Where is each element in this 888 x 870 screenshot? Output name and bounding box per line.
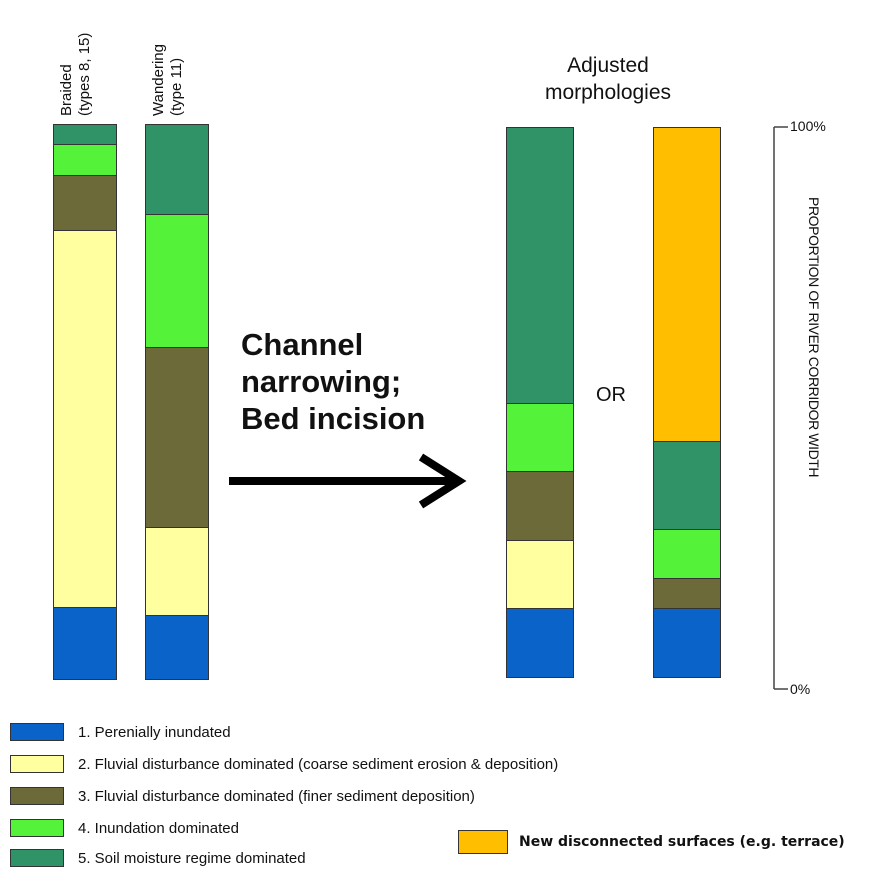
transition-line2: narrowing;	[241, 364, 402, 399]
legend-label: 5. Soil moisture regime dominated	[78, 850, 306, 867]
bar-segment-class-2	[507, 539, 573, 609]
braided-column-label: Braided (types 8, 15)	[58, 33, 94, 116]
new-surfaces-swatch	[458, 830, 508, 854]
legend-label: 1. Perenially inundated	[78, 724, 231, 741]
bar-segment-class-3	[654, 578, 720, 609]
adjusted-morphologies-title: Adjusted morphologies	[528, 52, 688, 106]
bar-segment-class-5	[654, 440, 720, 529]
axis-bottom-label: 0%	[790, 681, 811, 697]
bar-adjusted-b	[653, 127, 721, 678]
axis-title: PROPORTION OF RIVER CORRIDOR WIDTH	[806, 197, 822, 478]
bar-braided	[53, 124, 117, 680]
transition-line3: Bed incision	[241, 401, 426, 436]
bar-segment-class-2	[146, 526, 208, 616]
legend-label: 3. Fluvial disturbance dominated (finer …	[78, 788, 475, 805]
bar-segment-class-5	[146, 125, 208, 214]
right-arrow-icon	[229, 453, 467, 509]
bar-segment-class-2	[54, 230, 116, 607]
bar-segment-class-4	[54, 144, 116, 175]
axis-top-label: 100%	[790, 118, 826, 134]
legend-swatch	[10, 723, 64, 741]
bar-segment-class-1	[654, 608, 720, 677]
bar-segment-class-4	[507, 402, 573, 472]
legend-swatch	[10, 755, 64, 773]
legend-swatch	[10, 787, 64, 805]
braided-label-line1: Braided	[58, 64, 75, 116]
bar-segment-class-5	[507, 128, 573, 403]
bar-segment-class-1	[507, 608, 573, 677]
bar-segment-class-1	[146, 615, 208, 679]
transition-text: Channel narrowing; Bed incision	[241, 326, 425, 437]
bar-segment-class-4	[146, 213, 208, 347]
bar-wandering	[145, 124, 209, 680]
adjusted-title-line2: morphologies	[544, 81, 672, 104]
bar-segment-class-3	[54, 174, 116, 231]
bar-segment-class-new	[654, 128, 720, 441]
legend-label: 2. Fluvial disturbance dominated (coarse…	[78, 756, 559, 773]
or-label: OR	[596, 384, 626, 406]
new-surfaces-label: New disconnected surfaces (e.g. terrace)	[519, 834, 845, 850]
wandering-label-line1: Wandering	[150, 44, 167, 116]
bar-segment-class-4	[654, 528, 720, 579]
legend-swatch	[10, 849, 64, 867]
wandering-label-line2: (type 11)	[168, 57, 185, 116]
bar-segment-class-1	[54, 606, 116, 679]
wandering-column-label: Wandering (type 11)	[150, 44, 186, 116]
proportion-axis	[773, 126, 788, 690]
braided-label-line2: (types 8, 15)	[76, 32, 93, 116]
bar-adjusted-a	[506, 127, 574, 678]
bar-segment-class-5	[54, 125, 116, 145]
legend-label: 4. Inundation dominated	[78, 820, 239, 837]
transition-line1: Channel	[241, 327, 364, 362]
bar-segment-class-3	[146, 346, 208, 527]
adjusted-title-line1: Adjusted	[567, 54, 649, 77]
bar-segment-class-3	[507, 471, 573, 540]
legend-swatch	[10, 819, 64, 837]
